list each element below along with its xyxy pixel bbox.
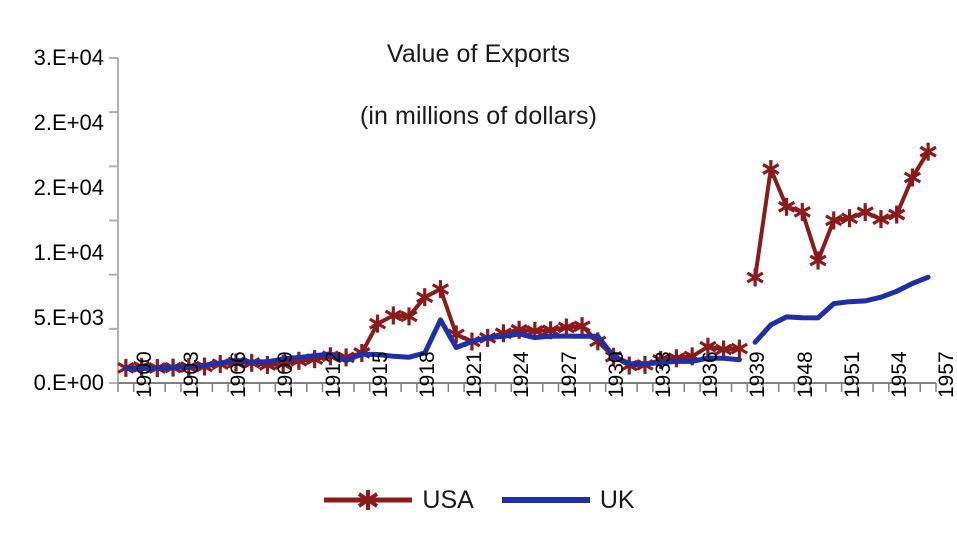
y-axis-tick-label: 2.E+04 (33, 110, 104, 135)
data-point-marker (888, 205, 906, 224)
legend-item-usa[interactable]: USA (322, 485, 474, 514)
data-point-marker (573, 317, 591, 336)
data-point-marker (699, 337, 717, 356)
data-point-marker (856, 203, 874, 222)
data-point-marker (872, 210, 890, 229)
axis-layer (109, 57, 937, 392)
legend-item-uk[interactable]: UK (500, 487, 635, 513)
x-axis-tick-label: 1915 (368, 351, 392, 398)
legend-swatch-usa (324, 490, 413, 510)
chart-title-main: Value of Exports (386, 40, 571, 68)
series-uk (123, 274, 931, 371)
x-axis-tick-label: 1918 (416, 351, 440, 398)
x-axis-tick-label: 1900 (132, 351, 156, 398)
x-axis-tick-label: 1951 (840, 351, 864, 398)
series-usa (117, 142, 937, 378)
x-axis-tick-label: 1921 (463, 351, 487, 398)
y-axis-tick-label: 1.E+04 (33, 240, 104, 265)
y-axis-tick-label: 2.E+04 (33, 175, 104, 200)
x-axis-tick-label: 1933 (651, 351, 675, 398)
data-point-marker (762, 160, 780, 179)
series-line (123, 317, 742, 371)
series-line (753, 149, 931, 280)
x-axis-tick-label: 1957 (935, 351, 957, 398)
data-point-marker (809, 251, 827, 270)
y-axis-tick-label: 0.E+00 (33, 370, 104, 395)
legend-label-uk: UK (599, 485, 635, 514)
data-point-marker (431, 280, 450, 299)
x-axis-tick-label: 1909 (274, 351, 298, 398)
data-point-marker (368, 314, 387, 333)
data-point-marker (903, 168, 922, 187)
data-point-marker (919, 142, 937, 161)
series-line (752, 274, 931, 345)
data-point-marker (416, 288, 434, 307)
chart-legend: USA UK (0, 487, 957, 513)
data-point-marker (384, 306, 402, 325)
data-point-marker (840, 209, 859, 228)
data-point-marker (777, 197, 796, 216)
data-point-marker (746, 268, 764, 287)
x-axis-tick-label: 1939 (746, 351, 770, 398)
x-axis-tick-label: 1903 (180, 351, 204, 398)
x-axis-tick-label: 1906 (227, 351, 251, 398)
legend-swatch-uk (501, 497, 590, 503)
x-axis-tick-label: 1924 (510, 351, 534, 398)
x-axis-tick-label: 1912 (321, 351, 345, 398)
x-axis-tick-label: 1948 (793, 351, 817, 398)
data-point-marker (557, 318, 575, 337)
chart-title: Value of Exports (in millions of dollars… (0, 8, 957, 163)
x-axis-tick-label: 1930 (604, 351, 628, 398)
x-axis-tick-label: 1954 (887, 351, 911, 398)
data-point-marker (793, 202, 811, 221)
legend-label-usa: USA (422, 485, 474, 514)
data-point-marker (715, 340, 733, 359)
data-point-marker (730, 339, 748, 358)
data-point-marker (400, 307, 418, 326)
y-axis-tick-label: 3.E+04 (33, 45, 104, 70)
chart-title-subtitle: (in millions of dollars) (359, 102, 598, 130)
x-axis-tick-label: 1936 (699, 351, 723, 398)
series-layer (117, 142, 937, 378)
y-axis-tick-label: 5.E+03 (33, 305, 104, 330)
data-point-marker (825, 211, 843, 230)
x-axis-tick-label: 1927 (557, 351, 581, 398)
